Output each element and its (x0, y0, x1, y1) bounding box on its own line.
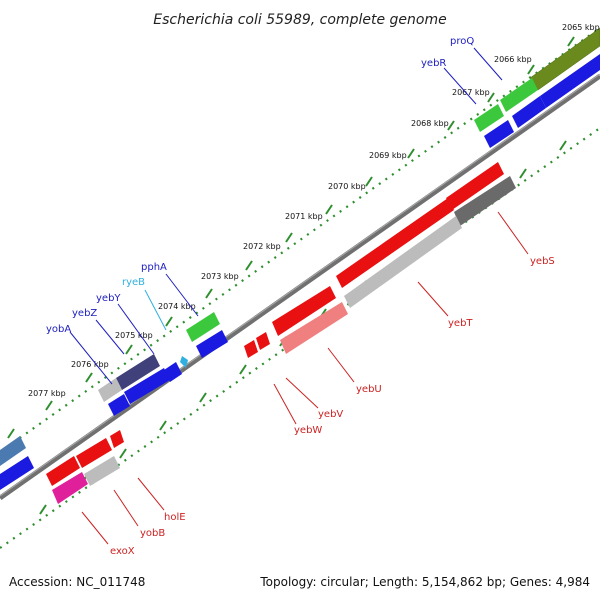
gene-steel-left (0, 436, 26, 466)
kbp-label-2076: 2076 kbp (71, 360, 109, 369)
kbp-label-2075: 2075 kbp (115, 331, 153, 340)
gene-pink-yebU (280, 302, 348, 354)
gene-blue-left (0, 456, 34, 490)
gene-gray-yebT (344, 216, 462, 308)
gene-label-yebS[interactable]: yebS (530, 256, 555, 267)
gene-label-yebY[interactable]: yebY (96, 293, 121, 304)
genes-reverse (46, 162, 516, 504)
gene-red-yobB (76, 438, 112, 468)
gene-red-holE (110, 430, 124, 448)
gene-label-yebU[interactable]: yebU (356, 384, 382, 395)
gene-cyan-ryeB (180, 356, 188, 368)
gene-blue-yebZ-1 (124, 368, 170, 404)
kbp-label-2071: 2071 kbp (285, 212, 323, 221)
gene-blue-yobA (108, 394, 130, 416)
gene-blue-yebZ-2 (164, 362, 182, 382)
backbone-highlight (0, 73, 600, 497)
kbp-label-2069: 2069 kbp (369, 151, 407, 160)
gene-red-exoX (46, 456, 80, 486)
label-leaders (69, 47, 529, 545)
gene-label-yebV[interactable]: yebV (318, 409, 343, 420)
genes-forward (0, 27, 600, 490)
gene-green-yebR (474, 104, 504, 132)
kbp-label-2067: 2067 kbp (452, 88, 490, 97)
scale-labels: 2065 kbp 2066 kbp 2067 kbp 2068 kbp 2069… (28, 23, 600, 398)
gene-label-ryeB[interactable]: ryeB (122, 277, 145, 288)
kbp-label-2068: 2068 kbp (411, 119, 449, 128)
gene-label-yebW[interactable]: yebW (294, 425, 322, 436)
gene-label-exoX[interactable]: exoX (110, 546, 135, 557)
gene-magenta-exoX (52, 472, 88, 504)
gene-label-pphA[interactable]: pphA (141, 262, 167, 273)
gene-label-yebT[interactable]: yebT (448, 318, 473, 329)
scale-track-outer (0, 27, 600, 453)
gene-blue-upper-2 (512, 96, 546, 128)
gene-red-yebW (244, 340, 258, 358)
gene-label-yebZ[interactable]: yebZ (72, 308, 97, 319)
gene-purple-yebY (116, 354, 160, 390)
gene-gray-yobA (98, 378, 122, 402)
kbp-label-2066: 2066 kbp (494, 55, 532, 64)
kbp-label-2070: 2070 kbp (328, 182, 366, 191)
gene-red-yebS-big (446, 162, 504, 210)
tick-marks (7, 36, 575, 515)
map-title: Escherichia coli 55989, complete genome (153, 12, 446, 28)
kbp-label-2077: 2077 kbp (28, 389, 66, 398)
gene-label-yebR[interactable]: yebR (421, 58, 446, 69)
genome-summary-text: Topology: circular; Length: 5,154,862 bp… (259, 575, 590, 589)
gene-red-yebV (256, 332, 270, 350)
kbp-label-2072: 2072 kbp (243, 242, 281, 251)
gene-green-proQ (500, 78, 538, 112)
gene-label-holE[interactable]: holE (164, 512, 186, 523)
gene-gray-yobB (84, 456, 120, 486)
gene-green-pphA (186, 312, 220, 342)
accession-text: Accession: NC_011748 (9, 575, 145, 589)
kbp-label-2074: 2074 kbp (158, 302, 196, 311)
gene-blue-pphA (196, 330, 228, 358)
gene-red-yebS (336, 198, 454, 288)
gene-red-yebU (272, 286, 336, 336)
gene-label-yobA[interactable]: yobA (46, 324, 71, 335)
gene-darkgray-yebT (454, 176, 516, 226)
kbp-label-2073: 2073 kbp (201, 272, 239, 281)
gene-label-yobB[interactable]: yobB (140, 528, 165, 539)
kbp-label-2065: 2065 kbp (562, 23, 600, 32)
gene-blue-upper-3 (484, 120, 514, 148)
gene-label-proQ[interactable]: proQ (450, 36, 474, 47)
gene-blue-upper-1 (540, 54, 600, 108)
gene-labels: proQ yebR pphA ryeB yebY yebZ yobA yebS … (46, 36, 555, 557)
genome-backbone (0, 73, 600, 501)
